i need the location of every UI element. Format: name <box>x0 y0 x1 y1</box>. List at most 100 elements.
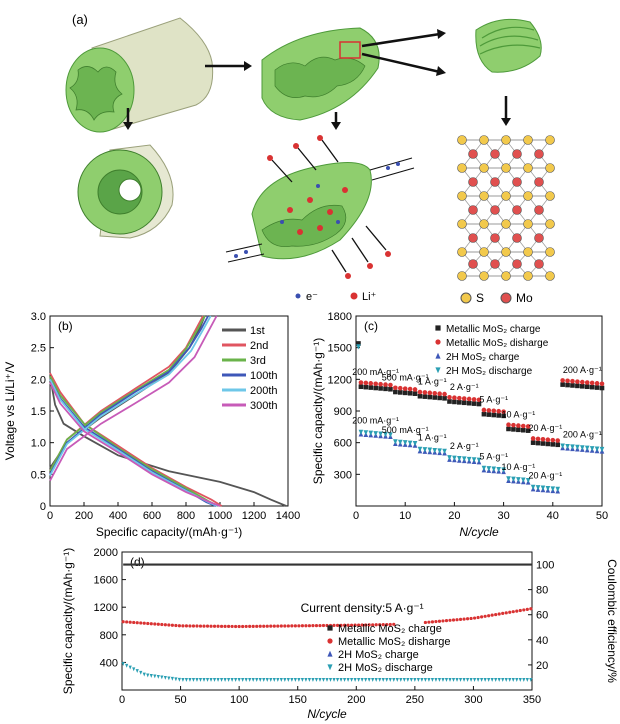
data-point <box>392 622 396 626</box>
data-point <box>461 400 467 406</box>
legend-label: 100th <box>250 370 278 382</box>
s-atom <box>501 135 511 145</box>
mo-atom <box>512 259 522 269</box>
rate-label: 5 A·g⁻¹ <box>479 395 508 405</box>
data-point <box>367 623 371 627</box>
data-point <box>142 621 146 625</box>
data-point <box>447 394 452 400</box>
s-atom <box>479 219 489 229</box>
data-point <box>314 678 319 682</box>
data-point <box>565 443 570 450</box>
data-point <box>388 678 392 682</box>
data-point <box>373 381 378 387</box>
data-point <box>371 678 375 682</box>
data-point <box>599 385 605 391</box>
data-point <box>202 624 206 628</box>
data-point <box>177 677 181 682</box>
data-point <box>447 455 452 461</box>
data-point <box>156 622 160 626</box>
data-point <box>511 476 516 482</box>
data-point <box>219 678 224 682</box>
data-point <box>385 622 389 627</box>
data-point <box>483 678 487 682</box>
y-right-tick-label: 60 <box>536 610 548 622</box>
data-point <box>435 325 441 331</box>
legend-label: Metallic MoS₂ disharge <box>446 338 549 349</box>
series-line-2nd <box>49 315 204 472</box>
s-atom <box>479 191 489 201</box>
s-atom <box>479 135 489 145</box>
data-point <box>300 678 304 682</box>
data-point <box>272 624 276 628</box>
arrow-down-icon <box>123 96 511 130</box>
data-point <box>378 381 383 387</box>
s-atom <box>479 163 489 173</box>
data-point <box>356 341 361 346</box>
data-point <box>504 678 508 682</box>
data-point <box>367 678 371 682</box>
data-point <box>191 678 196 682</box>
s-atom <box>479 247 489 257</box>
data-point <box>490 613 494 617</box>
data-point <box>402 390 408 396</box>
data-point <box>279 624 283 628</box>
mo-atom <box>468 205 478 215</box>
data-point <box>432 395 438 400</box>
data-point <box>357 623 361 627</box>
data-point <box>360 623 364 627</box>
data-point <box>435 339 441 345</box>
data-point <box>325 678 329 682</box>
data-point <box>241 624 245 629</box>
data-point <box>191 624 196 628</box>
data-point <box>501 611 505 616</box>
data-point <box>181 678 185 682</box>
data-point <box>318 623 322 628</box>
x-axis-label: N/cycle <box>307 707 347 721</box>
data-point <box>388 622 392 627</box>
mos2-coated-tube <box>65 17 214 133</box>
data-point <box>358 380 364 385</box>
data-point <box>442 396 447 401</box>
x-tick-label: 200 <box>75 510 93 522</box>
s-atom <box>479 271 489 281</box>
data-point <box>442 391 447 397</box>
mo-atom <box>468 259 478 269</box>
data-point <box>286 678 290 682</box>
mo-atom <box>512 149 522 159</box>
data-point <box>373 385 378 391</box>
y-right-tick-label: 80 <box>536 585 548 597</box>
data-point <box>327 650 333 657</box>
data-point <box>378 678 382 682</box>
data-point <box>437 395 442 401</box>
data-point <box>234 678 238 682</box>
data-point <box>417 393 423 399</box>
mo-atom <box>512 205 522 215</box>
data-point <box>177 624 181 628</box>
data-point <box>516 477 521 483</box>
data-point <box>422 394 428 399</box>
data-point <box>580 384 585 389</box>
data-point <box>286 624 290 628</box>
data-point <box>515 678 519 682</box>
y-tick-label: 1200 <box>328 374 352 386</box>
y-tick-label: 2000 <box>94 547 118 559</box>
data-point <box>550 437 556 443</box>
data-point <box>501 413 506 419</box>
data-point <box>139 670 143 675</box>
data-point <box>417 389 423 395</box>
y-tick-label: 900 <box>334 406 352 418</box>
data-point <box>437 448 442 454</box>
chart-d: 0 50 100 150 200 250 300 350 400 800 1200 1600 2000 (… <box>61 547 619 721</box>
data-point <box>435 367 441 374</box>
data-point <box>525 477 531 484</box>
data-point <box>121 620 125 624</box>
rate-label: 10 A·g⁻¹ <box>501 462 535 472</box>
x-tick-label: 800 <box>177 510 195 522</box>
data-point <box>335 678 340 682</box>
y-tick-label: 0.5 <box>31 469 46 481</box>
data-point <box>205 678 210 682</box>
data-point <box>437 391 442 396</box>
legend-label: Metallic MoS₂ disharge <box>338 636 450 648</box>
y-tick-label: 0 <box>40 501 46 513</box>
rate-label: 1 A·g⁻¹ <box>418 377 447 387</box>
